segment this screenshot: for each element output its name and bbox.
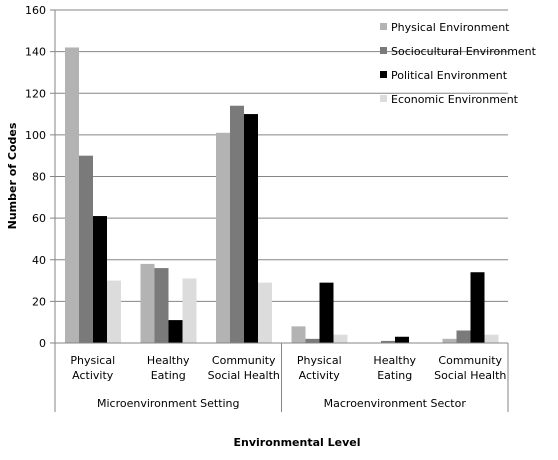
legend-label: Sociocultural Environment [391, 45, 537, 58]
gridlines [55, 9, 508, 302]
bar [93, 216, 107, 343]
y-tick-label: 120 [25, 87, 46, 100]
bar [65, 47, 79, 344]
x-category-label: Healthy [147, 354, 190, 367]
y-tick-label: 100 [25, 129, 46, 142]
bar [107, 280, 121, 343]
y-axis-title: Number of Codes [6, 122, 19, 229]
x-category-label: Community [212, 354, 276, 367]
x-category-label: Healthy [373, 354, 416, 367]
x-category-label: Eating [151, 369, 186, 382]
x-category-label: Activity [299, 369, 341, 382]
x-axis-title: Environmental Level [233, 436, 360, 449]
bar [140, 263, 155, 343]
legend-swatch [380, 47, 387, 54]
bar [230, 105, 244, 343]
bars [65, 47, 499, 344]
bar [182, 278, 197, 343]
bar [305, 338, 320, 343]
legend-swatch [380, 71, 387, 78]
x-group-labels: Microenvironment Setting Macroenvironment… [54, 343, 509, 412]
y-tick-label: 40 [32, 254, 46, 267]
x-category-label: Activity [72, 369, 114, 382]
x-category-label: Eating [377, 369, 412, 382]
legend-swatch [380, 95, 387, 102]
bar [456, 330, 471, 343]
x-group-label: Macroenvironment Sector [324, 397, 467, 410]
bar [216, 132, 230, 343]
bar [168, 320, 183, 343]
x-category-labels: Physical Activity Healthy Eating Community So… [70, 354, 506, 382]
bar [79, 155, 93, 343]
x-group-label: Microenvironment Setting [97, 397, 240, 410]
legend-label: Economic Environment [391, 93, 519, 106]
bar [442, 338, 457, 343]
bar [470, 272, 485, 343]
x-category-label: Physical [297, 354, 342, 367]
x-category-label: Social Health [208, 369, 280, 382]
bar [154, 268, 169, 343]
x-category-label: Social Health [434, 369, 506, 382]
y-tick-labels: 0 20 40 60 80 100 120 140 160 [25, 4, 55, 350]
bar [395, 336, 409, 343]
legend: Physical Environment Sociocultural Enviro… [380, 21, 537, 106]
y-tick-label: 60 [32, 212, 46, 225]
bar [244, 114, 258, 343]
bar [381, 340, 395, 343]
legend-swatch [380, 23, 387, 30]
bar [258, 282, 272, 343]
x-category-label: Community [438, 354, 502, 367]
bar [319, 282, 334, 343]
y-tick-label: 0 [39, 337, 46, 350]
bar [333, 334, 348, 343]
y-tick-label: 80 [32, 171, 46, 184]
y-tick-label: 140 [25, 46, 46, 59]
bar [291, 326, 306, 343]
bar [484, 334, 499, 343]
legend-label: Physical Environment [391, 21, 510, 34]
y-tick-label: 160 [25, 4, 46, 17]
y-tick-label: 20 [32, 295, 46, 308]
x-category-label: Physical [70, 354, 115, 367]
legend-label: Political Environment [391, 69, 508, 82]
